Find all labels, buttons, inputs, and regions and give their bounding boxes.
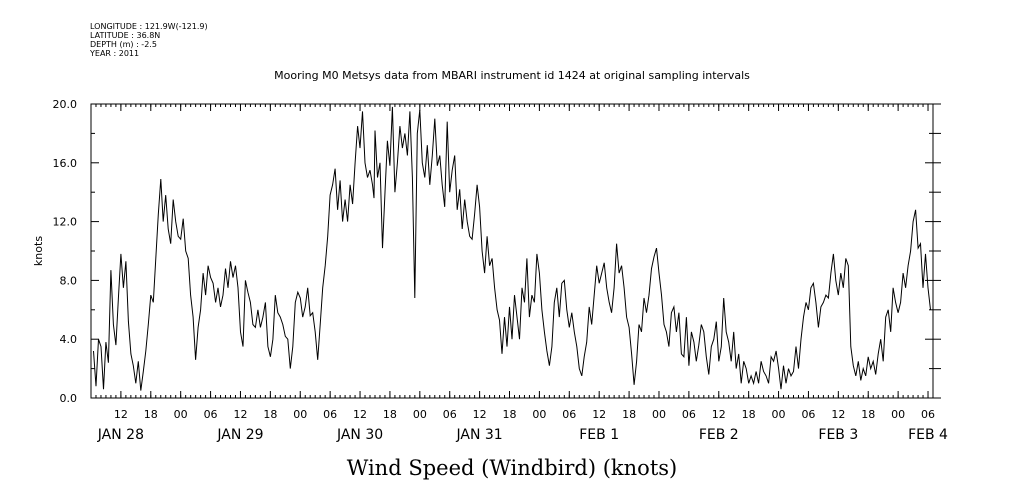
x-tick-label: 00 bbox=[652, 408, 666, 421]
year-line: YEAR : 2011 bbox=[90, 49, 140, 58]
x-tick-label: 12 bbox=[712, 408, 726, 421]
y-tick-label: 16.0 bbox=[53, 157, 78, 170]
plot-frame bbox=[90, 103, 934, 399]
x-tick-label: 12 bbox=[831, 408, 845, 421]
x-day-label: JAN 28 bbox=[97, 427, 144, 443]
x-tick-label: 00 bbox=[532, 408, 546, 421]
x-tick-label: 12 bbox=[233, 408, 247, 421]
location-metadata: LONGITUDE : 121.9W(-121.9) LATITUDE : 36… bbox=[90, 22, 208, 58]
y-tick-label: 20.0 bbox=[53, 98, 78, 111]
axis-ticks bbox=[90, 103, 941, 399]
y-tick-label: 4.0 bbox=[60, 333, 78, 346]
x-tick-label: 12 bbox=[353, 408, 367, 421]
x-day-label: JAN 30 bbox=[336, 427, 383, 443]
x-tick-label: 18 bbox=[263, 408, 277, 421]
x-tick-label: 18 bbox=[383, 408, 397, 421]
x-tick-label: 12 bbox=[473, 408, 487, 421]
x-day-label: FEB 4 bbox=[908, 427, 948, 443]
x-tick-label: 00 bbox=[293, 408, 307, 421]
longitude-line: LONGITUDE : 121.9W(-121.9) bbox=[90, 22, 208, 31]
x-tick-label: 06 bbox=[682, 408, 696, 421]
y-tick-label: 12.0 bbox=[53, 216, 78, 229]
x-day-label: JAN 31 bbox=[456, 427, 503, 443]
x-day-label: JAN 29 bbox=[216, 427, 263, 443]
chart-title: Mooring M0 Metsys data from MBARI instru… bbox=[274, 69, 750, 82]
x-tick-label: 00 bbox=[174, 408, 188, 421]
x-tick-label: 12 bbox=[592, 408, 606, 421]
depth-line: DEPTH (m) : -2.5 bbox=[90, 40, 157, 49]
wind-speed-series-line bbox=[93, 106, 931, 391]
y-axis-label: knots bbox=[32, 236, 45, 266]
x-tick-label: 06 bbox=[204, 408, 218, 421]
x-tick-label: 00 bbox=[891, 408, 905, 421]
x-tick-label: 06 bbox=[562, 408, 576, 421]
x-tick-label: 06 bbox=[323, 408, 337, 421]
x-tick-label: 06 bbox=[921, 408, 935, 421]
latitude-line: LATITUDE : 36.8N bbox=[90, 31, 161, 40]
x-tick-label: 18 bbox=[144, 408, 158, 421]
y-tick-label: 0.0 bbox=[60, 392, 78, 405]
x-tick-label: 12 bbox=[114, 408, 128, 421]
x-day-label: FEB 1 bbox=[579, 427, 619, 443]
x-tick-label: 00 bbox=[413, 408, 427, 421]
x-tick-label: 00 bbox=[772, 408, 786, 421]
x-axis-label: Wind Speed (Windbird) (knots) bbox=[347, 456, 677, 480]
x-tick-label: 18 bbox=[503, 408, 517, 421]
axis-tick-labels: 12 18 00 06 12 18 00 06 12 18 00 06 12 18 00 06 12 18 00 06… bbox=[53, 98, 949, 443]
x-tick-label: 06 bbox=[801, 408, 815, 421]
x-tick-label: 18 bbox=[742, 408, 756, 421]
x-day-label: FEB 3 bbox=[818, 427, 858, 443]
x-tick-label: 06 bbox=[443, 408, 457, 421]
y-tick-label: 8.0 bbox=[60, 274, 78, 287]
x-day-label: FEB 2 bbox=[699, 427, 739, 443]
x-tick-label: 18 bbox=[861, 408, 875, 421]
x-tick-label: 18 bbox=[622, 408, 636, 421]
